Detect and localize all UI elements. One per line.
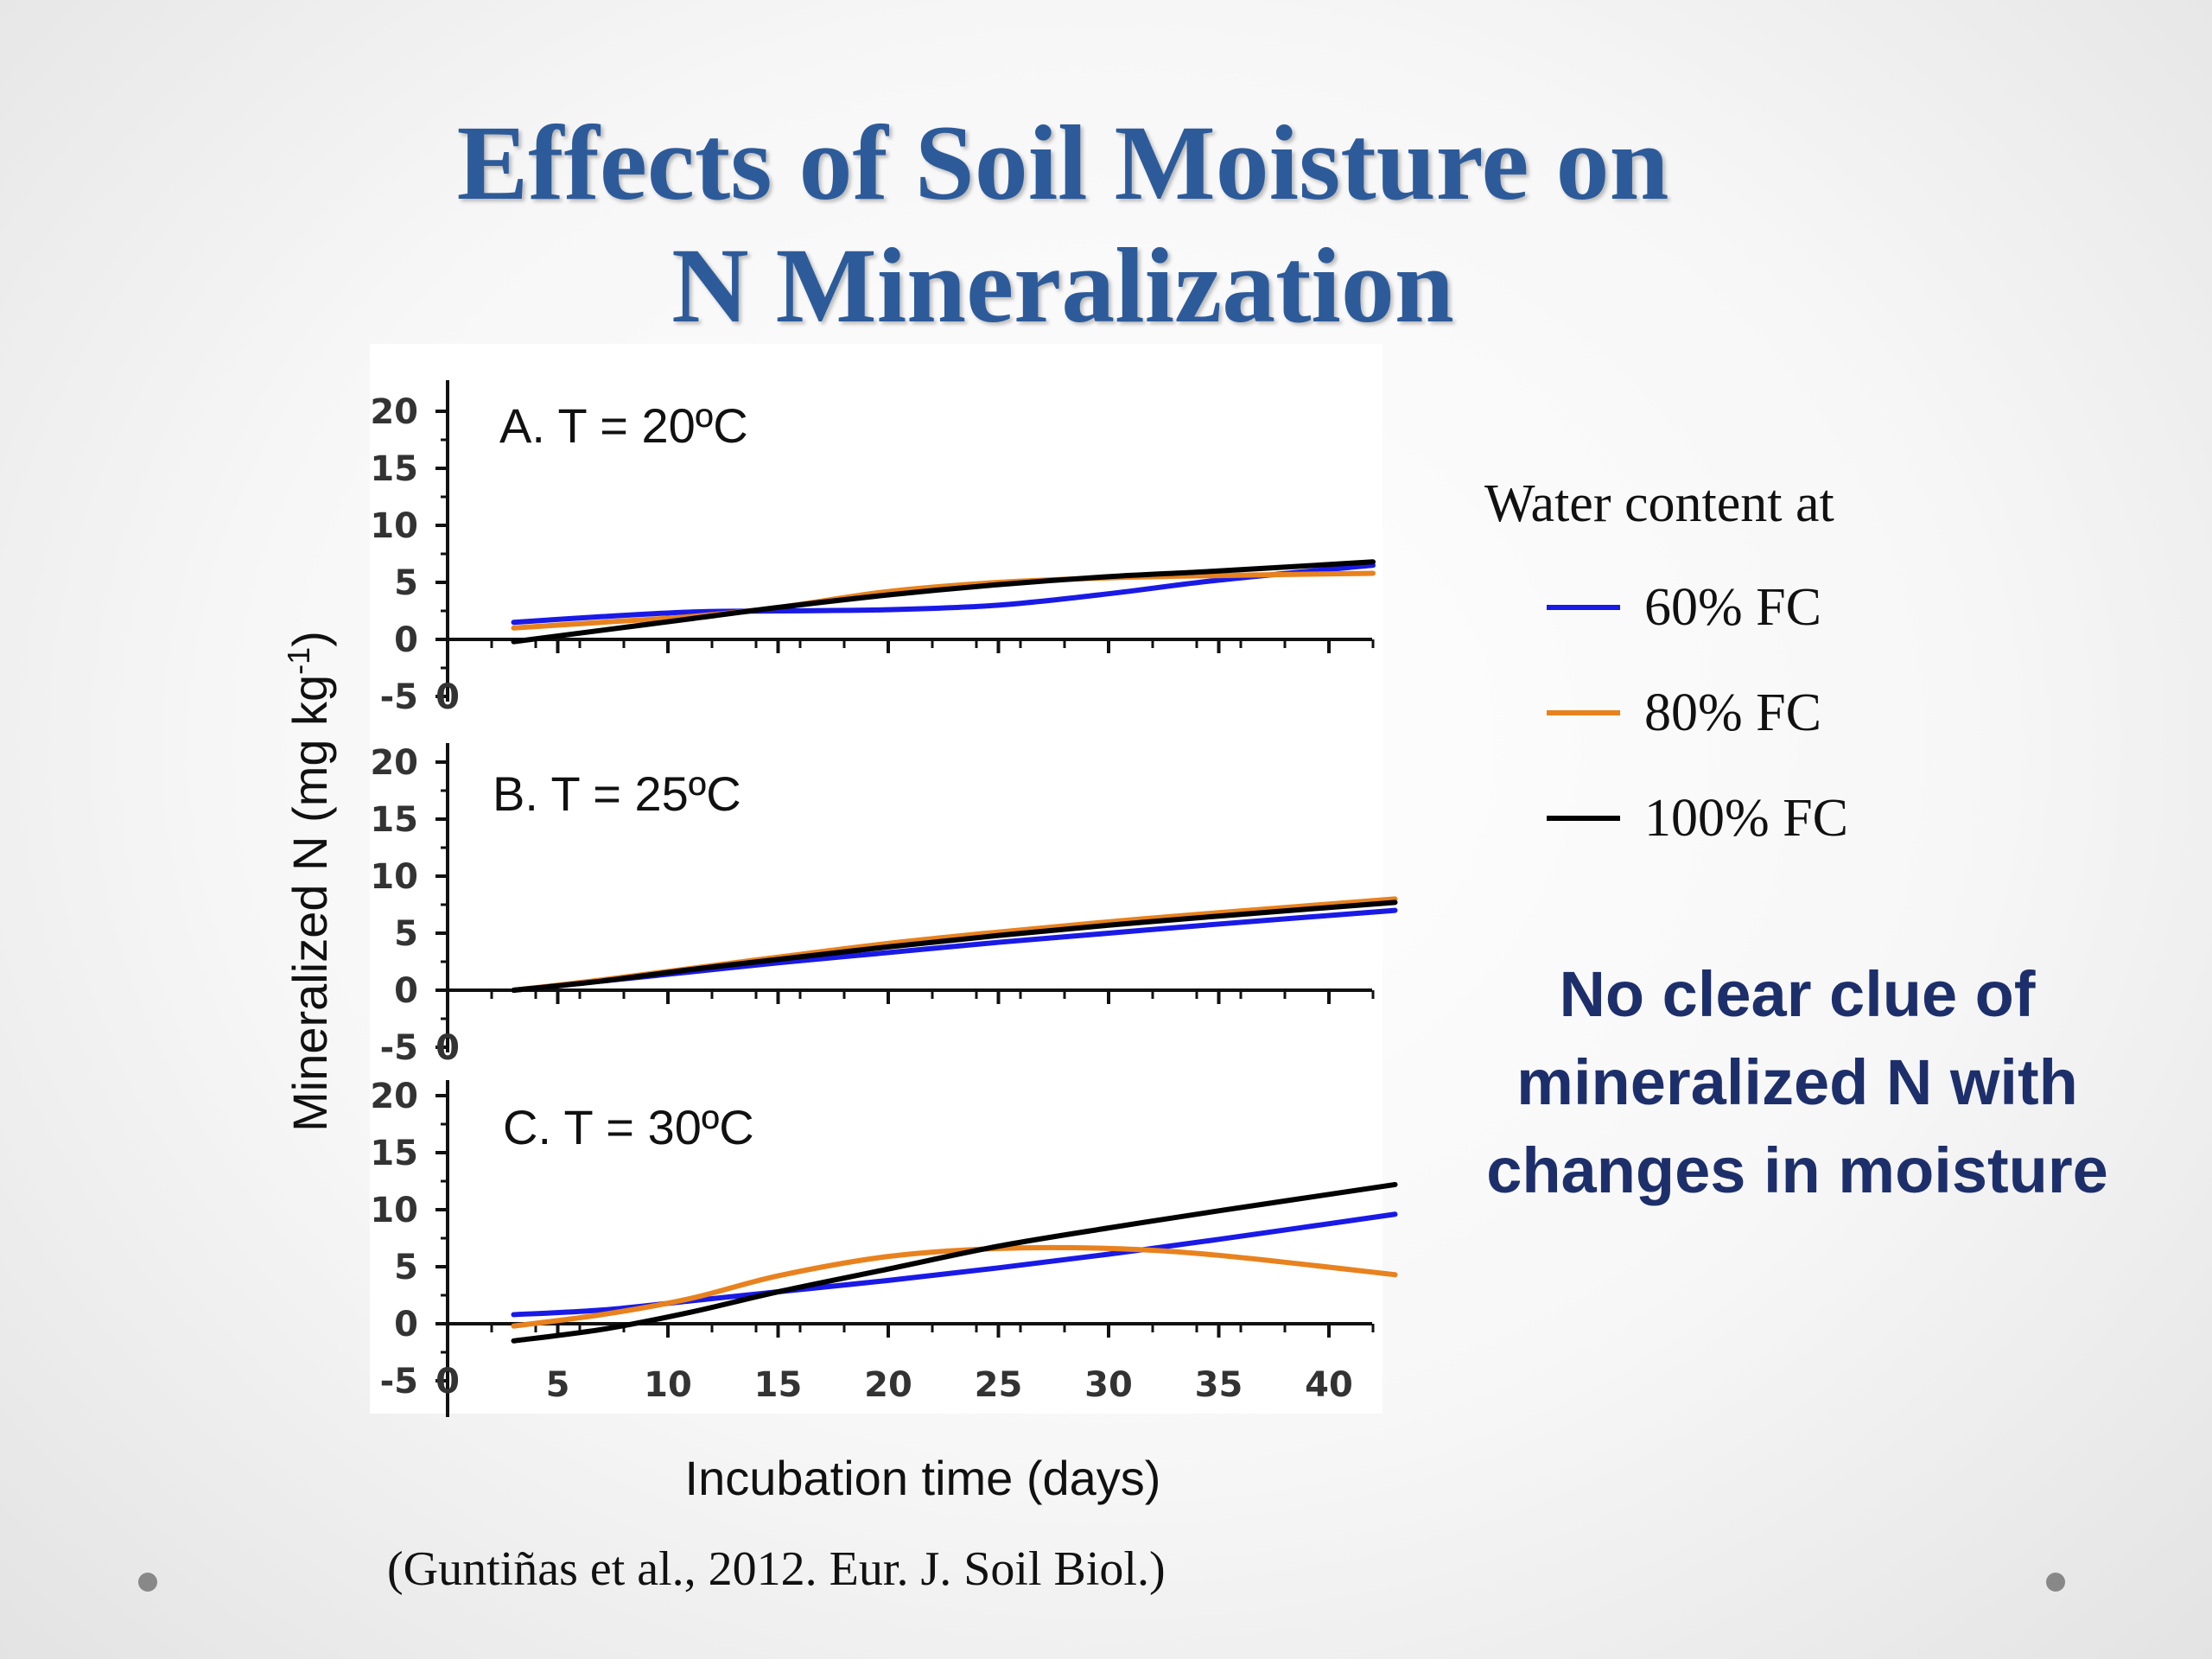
- title-line-1: Effects of Soil Moisture on: [456, 104, 1669, 222]
- x-axis-label: Incubation time (days): [685, 1451, 1161, 1505]
- chart-panels: -5 0 5 10 15 20 0 A. T = 20ºC -5 0 5 10 15 20 0 B. T = …: [370, 380, 1398, 1417]
- legend-swatch-80: [1547, 710, 1620, 715]
- slide-bullet-right: [2046, 1573, 2065, 1592]
- y-tick-label: 15: [370, 800, 418, 840]
- y-tick-label: 20: [370, 392, 418, 432]
- chart-background: [370, 344, 1382, 1414]
- series-line-60: [511, 563, 1376, 626]
- x-tick-label: 10: [644, 1365, 692, 1405]
- y-tick-label: 5: [394, 563, 418, 603]
- panel-2: -5 0 5 10 15 20 0 B. T = 25ºC: [370, 743, 1398, 1068]
- series-line-80: [511, 1244, 1398, 1329]
- y-axis-label: Mineralized N (mg kg-1): [281, 631, 338, 1132]
- legend-item-80: 80% FC: [1547, 683, 1821, 743]
- title-line-2: N Mineralization: [671, 226, 1454, 345]
- y-tick-label: 10: [370, 506, 418, 546]
- panel-3: -5 0 5 10 15 20 0 5 10 15 20 25 30 35 40 C. T = 30ºC: [370, 1077, 1398, 1417]
- slide-bullet-left: [138, 1573, 157, 1592]
- series-line-100: [511, 899, 1398, 993]
- panel-title: B. T = 25ºC: [493, 766, 741, 821]
- y-tick-label: 15: [370, 1134, 418, 1173]
- x-tick-label: 20: [864, 1365, 912, 1405]
- x-origin-label: 0: [435, 677, 460, 717]
- legend-label-80: 80% FC: [1644, 683, 1821, 742]
- callout-text: No clear clue of mineralized N with chan…: [1486, 958, 2108, 1206]
- panel-1: -5 0 5 10 15 20 0 A. T = 20ºC: [370, 380, 1376, 717]
- x-tick-label: 25: [975, 1365, 1023, 1405]
- legend-item-60: 60% FC: [1547, 577, 1821, 638]
- series-line-100: [511, 1181, 1398, 1344]
- legend-swatch-100: [1547, 816, 1620, 821]
- y-tick-label: 10: [370, 1191, 418, 1230]
- y-tick-label: 0: [394, 1305, 418, 1344]
- y-tick-label: -5: [380, 1362, 418, 1402]
- x-origin-label: 0: [435, 1362, 460, 1402]
- legend-label-60: 60% FC: [1644, 577, 1821, 637]
- y-tick-label: 15: [370, 449, 418, 489]
- x-tick-label: 30: [1084, 1365, 1133, 1405]
- series-line-80: [511, 570, 1376, 631]
- panel-title: A. T = 20ºC: [499, 398, 748, 453]
- x-tick-label: 40: [1305, 1365, 1353, 1405]
- panel-title: C. T = 30ºC: [503, 1100, 754, 1154]
- y-tick-label: 0: [394, 620, 418, 660]
- legend-title: Water content at: [1484, 474, 1834, 533]
- y-tick-label: 20: [370, 1077, 418, 1116]
- series-line-100: [511, 559, 1376, 645]
- x-tick-label: 5: [546, 1365, 570, 1405]
- y-tick-label: -5: [380, 677, 418, 717]
- citation: (Guntiñas et al., 2012. Eur. J. Soil Bio…: [387, 1542, 1166, 1596]
- x-tick-label: 15: [754, 1365, 803, 1405]
- y-tick-label: -5: [380, 1028, 418, 1068]
- y-tick-label: 20: [370, 743, 418, 783]
- legend-item-100: 100% FC: [1547, 788, 1848, 849]
- legend-swatch-60: [1547, 605, 1620, 610]
- y-tick-label: 5: [394, 1248, 418, 1287]
- y-tick-label: 0: [394, 971, 418, 1011]
- y-tick-label: 5: [394, 914, 418, 954]
- x-tick-label: 35: [1195, 1365, 1243, 1405]
- x-origin-label: 0: [435, 1028, 460, 1068]
- slide-title: Effects of Soil Moisture on N Mineraliza…: [0, 102, 2126, 347]
- legend-label-100: 100% FC: [1644, 788, 1848, 848]
- y-tick-label: 10: [370, 857, 418, 897]
